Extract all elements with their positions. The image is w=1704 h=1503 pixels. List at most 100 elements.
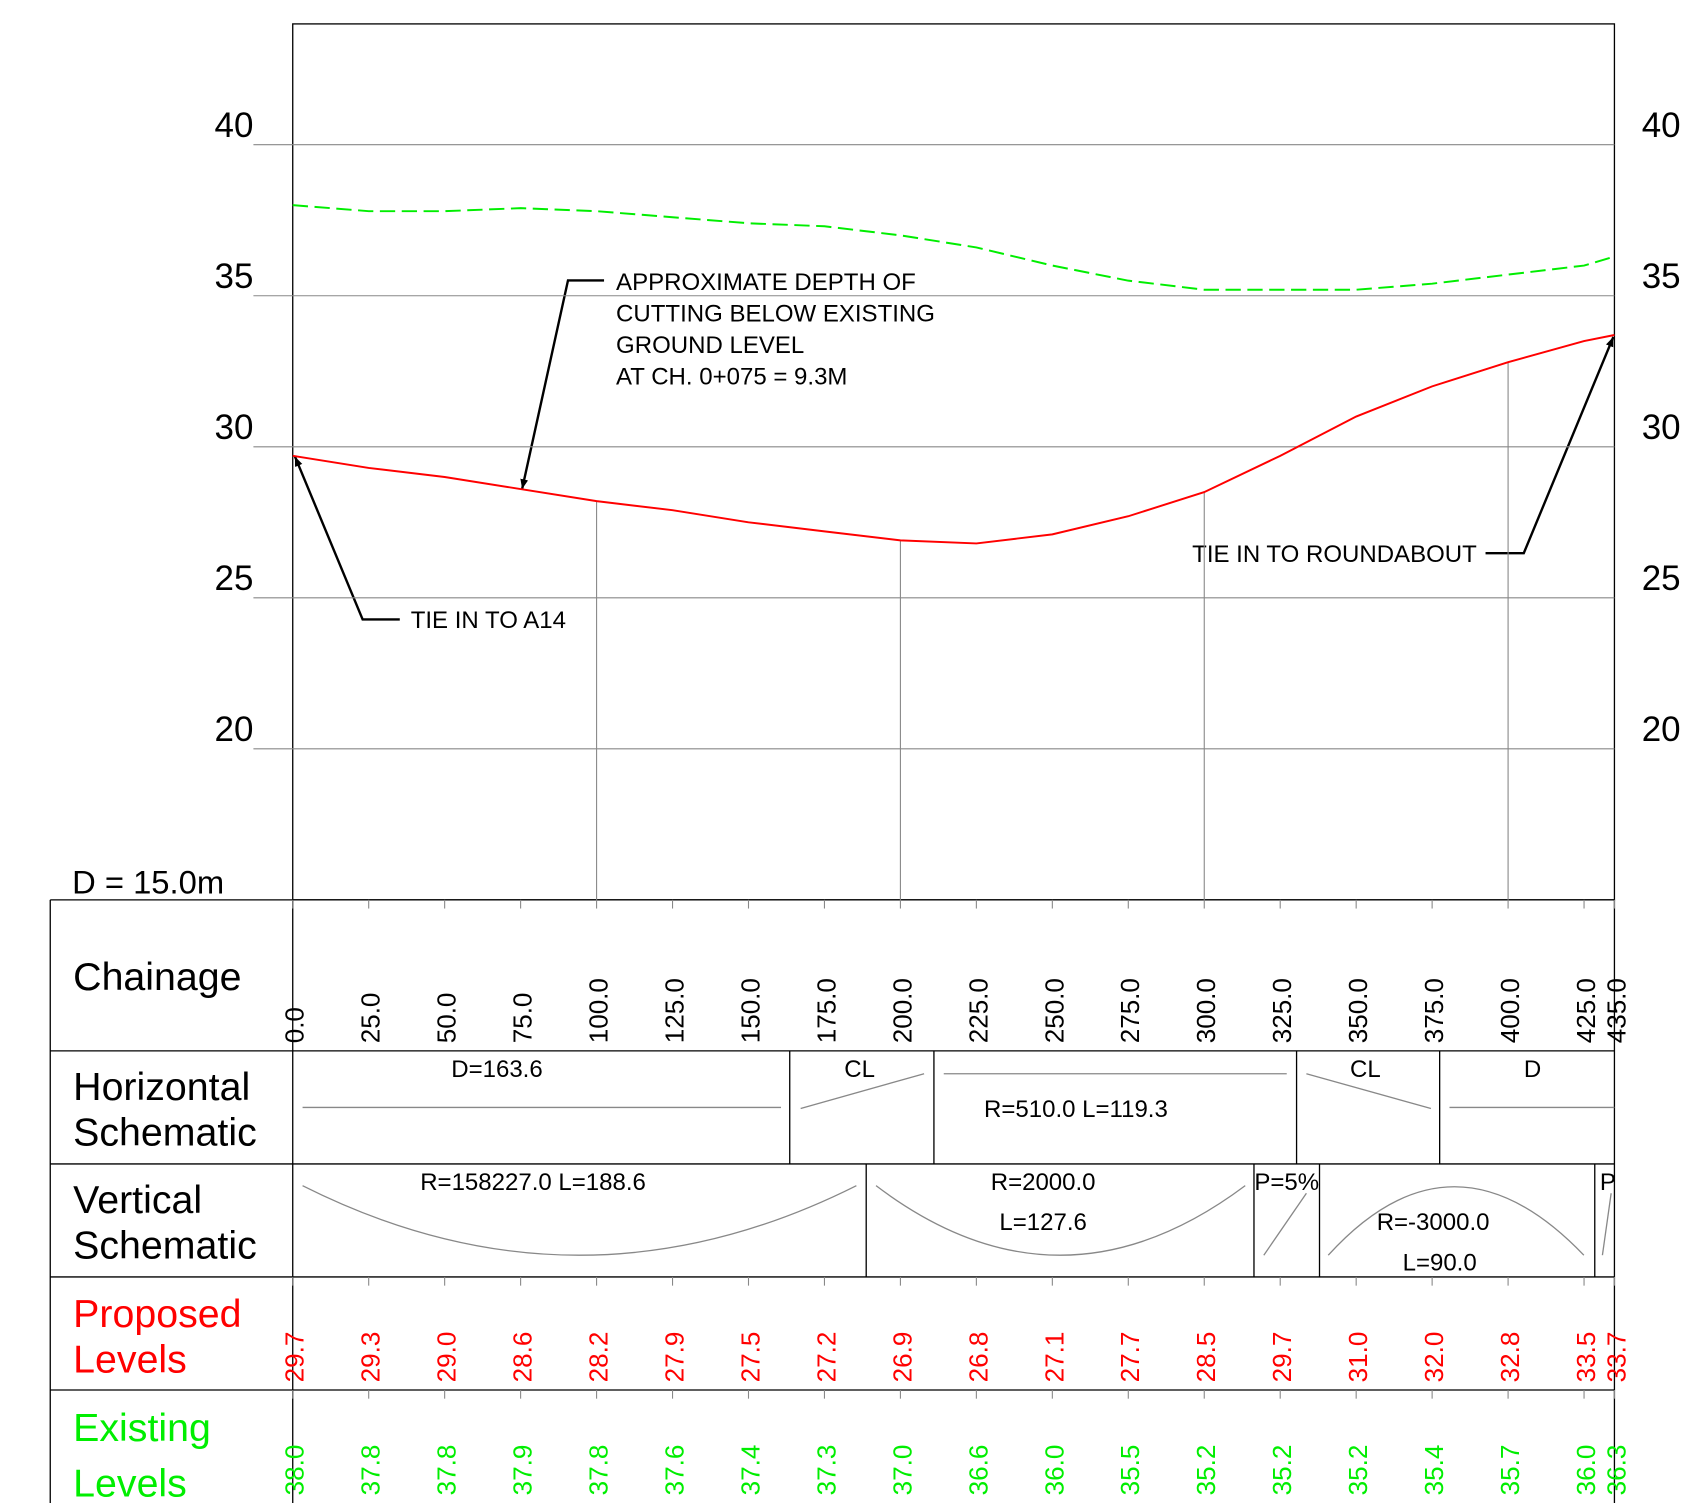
level-label: 37.9	[507, 1445, 537, 1496]
schematic-label: CL	[844, 1056, 875, 1083]
horizontal-schematic: D=163.6 CL R=510.0 L=119.3 CL D	[302, 1050, 1615, 1164]
grade	[1601, 1193, 1612, 1256]
annotation: TIE IN TO ROUNDABOUT	[1192, 541, 1477, 568]
y-tick-label: 25	[215, 559, 254, 598]
level-label: 27.2	[811, 1332, 841, 1383]
profile-line	[292, 204, 1615, 291]
row-label: Horizontal	[73, 1065, 250, 1109]
level-label: 35.4	[1419, 1445, 1449, 1496]
schematic-label: R=-3000.0	[1377, 1209, 1490, 1236]
x-tick-label: 200.0	[887, 978, 917, 1043]
level-label: 35.7	[1495, 1445, 1525, 1496]
y2-tick-label: 40	[1642, 106, 1681, 145]
level-label: 36.3	[1601, 1445, 1631, 1496]
level-label: 29.3	[356, 1332, 386, 1383]
level-label: 36.0	[1039, 1445, 1069, 1496]
x-tick-label: 425.0	[1571, 978, 1601, 1043]
level-label: 38.0	[280, 1445, 310, 1496]
row-label: Schematic	[73, 1111, 257, 1155]
row-label: Schematic	[73, 1224, 257, 1268]
level-label: 29.7	[1267, 1332, 1297, 1383]
annotation: CUTTING BELOW EXISTING	[616, 301, 935, 328]
level-label: 32.8	[1495, 1332, 1525, 1383]
level-label: 35.2	[1267, 1445, 1297, 1496]
row-label: Levels	[73, 1338, 187, 1382]
annotation: APPROXIMATE DEPTH OF	[616, 269, 916, 296]
y2-tick-label: 35	[1642, 257, 1681, 296]
schematic-label: R=2000.0	[991, 1169, 1096, 1196]
level-label: 28.5	[1191, 1332, 1221, 1383]
transition	[1306, 1073, 1432, 1110]
x-tick-label: 150.0	[735, 978, 765, 1043]
level-label: 32.0	[1419, 1332, 1449, 1383]
level-label: 36.6	[963, 1445, 993, 1496]
y-tick-label: 40	[215, 106, 254, 145]
level-label: 27.5	[735, 1332, 765, 1383]
level-label: 37.8	[356, 1445, 386, 1496]
x-tick-label: 350.0	[1343, 978, 1373, 1043]
row-label: Chainage	[73, 955, 241, 999]
x-tick-label: 0.0	[280, 1007, 310, 1043]
level-label: 29.0	[432, 1332, 462, 1383]
plot-frame	[292, 23, 1616, 901]
sag-curve	[875, 1185, 1246, 1256]
y-tick-label: 20	[215, 710, 254, 749]
leader	[1485, 336, 1615, 555]
x-tick-label: 275.0	[1115, 978, 1145, 1043]
schematic-label: L=90.0	[1403, 1249, 1477, 1276]
level-label: 33.7	[1601, 1332, 1631, 1383]
y-tick-label: 35	[215, 257, 254, 296]
schematic-label: P	[1600, 1169, 1616, 1196]
y2-tick-label: 30	[1642, 408, 1681, 447]
level-label: 27.9	[659, 1332, 689, 1383]
level-label: 35.5	[1115, 1445, 1145, 1496]
vertical-schematic: R=158227.0 L=188.6 R=2000.0 L=127.6 P=5%…	[302, 1163, 1616, 1277]
schematic-label: R=158227.0 L=188.6	[420, 1169, 646, 1196]
level-label: 37.4	[735, 1445, 765, 1496]
x-tick-label: 225.0	[963, 978, 993, 1043]
schematic-label: CL	[1350, 1056, 1381, 1083]
row-label: Vertical	[73, 1178, 202, 1222]
x-tick-label: 25.0	[356, 993, 386, 1044]
x-tick-label: 400.0	[1495, 978, 1525, 1043]
sag-curve	[302, 1185, 857, 1256]
schematic-label: L=127.6	[999, 1209, 1086, 1236]
annotations: APPROXIMATE DEPTH OF CUTTING BELOW EXIST…	[293, 269, 1615, 634]
y2-tick-label: 20	[1642, 710, 1681, 749]
level-label: 28.6	[507, 1332, 537, 1383]
x-tick-label: 50.0	[432, 993, 462, 1044]
x-tick-label: 75.0	[507, 993, 537, 1044]
grade	[1263, 1192, 1307, 1256]
leader	[293, 455, 400, 621]
schematic-label: D=163.6	[451, 1056, 542, 1083]
x-tick-label: 325.0	[1267, 978, 1297, 1043]
level-label: 37.8	[583, 1445, 613, 1496]
x-tick-label: 435.0	[1601, 978, 1631, 1043]
annotation: AT CH. 0+075 = 9.3M	[616, 364, 847, 391]
x-tick-label: 100.0	[583, 978, 613, 1043]
level-label: 37.6	[659, 1445, 689, 1496]
annotation: TIE IN TO A14	[411, 607, 566, 634]
row-label: Levels	[73, 1462, 187, 1503]
profile-line	[292, 334, 1615, 545]
schematic-label: D	[1524, 1056, 1541, 1083]
level-label: 28.2	[583, 1332, 613, 1383]
annotation: GROUND LEVEL	[616, 332, 804, 359]
level-label: 36.0	[1571, 1445, 1601, 1496]
x-tick-label: 175.0	[811, 978, 841, 1043]
level-label: 33.5	[1571, 1332, 1601, 1383]
level-label: 26.9	[887, 1332, 917, 1383]
level-label: 31.0	[1343, 1332, 1373, 1383]
x-tick-label: 125.0	[659, 978, 689, 1043]
y-tick-label: 30	[215, 408, 254, 447]
crest-curve	[1327, 1186, 1585, 1256]
band-table	[49, 899, 1616, 1503]
x-tick-label: 250.0	[1039, 978, 1069, 1043]
datum-label: D = 15.0m	[72, 863, 224, 900]
level-label: 35.2	[1343, 1445, 1373, 1496]
schematic-label: P=5%	[1254, 1169, 1319, 1196]
level-label: 27.1	[1039, 1332, 1069, 1383]
x-tick-label: 375.0	[1419, 978, 1449, 1043]
schematic-label: R=510.0 L=119.3	[984, 1096, 1168, 1123]
